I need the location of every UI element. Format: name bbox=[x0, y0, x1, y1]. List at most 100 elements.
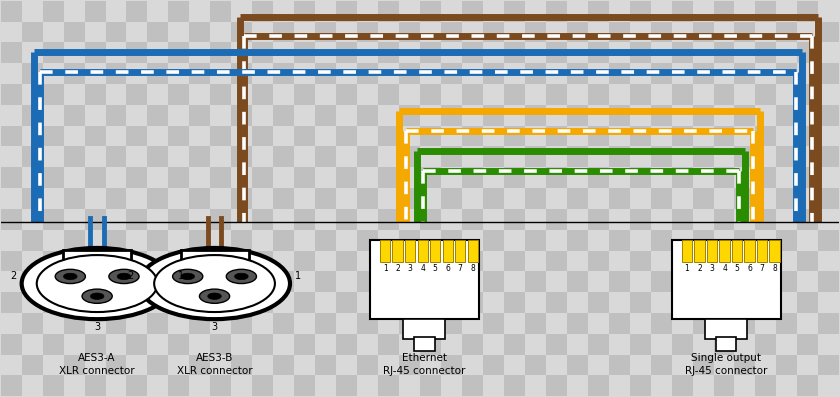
Bar bbox=[430, 240, 440, 262]
Bar bbox=[609, 21, 630, 42]
Bar bbox=[1, 251, 22, 272]
Bar bbox=[127, 84, 148, 105]
Bar bbox=[713, 292, 734, 313]
Bar bbox=[336, 251, 357, 272]
Circle shape bbox=[155, 255, 275, 312]
Bar bbox=[588, 334, 609, 355]
Bar bbox=[651, 105, 672, 125]
Bar bbox=[630, 84, 651, 105]
Bar bbox=[1, 209, 22, 230]
Bar bbox=[315, 105, 336, 125]
Bar bbox=[682, 240, 692, 262]
Bar bbox=[504, 84, 525, 105]
Bar bbox=[378, 167, 399, 188]
Bar bbox=[706, 319, 747, 339]
Bar bbox=[64, 230, 85, 251]
Bar bbox=[630, 125, 651, 146]
Bar bbox=[43, 334, 64, 355]
Bar bbox=[315, 272, 336, 292]
Bar bbox=[168, 42, 189, 63]
Bar bbox=[588, 167, 609, 188]
Bar bbox=[672, 292, 692, 313]
Bar bbox=[273, 230, 294, 251]
Bar bbox=[672, 42, 692, 63]
Bar bbox=[776, 313, 797, 334]
Bar bbox=[210, 251, 231, 272]
Bar bbox=[399, 63, 420, 84]
Bar bbox=[818, 63, 839, 84]
Bar bbox=[106, 21, 127, 42]
Bar bbox=[357, 105, 378, 125]
Bar bbox=[127, 292, 148, 313]
Bar bbox=[443, 240, 453, 262]
Bar bbox=[231, 105, 252, 125]
Bar bbox=[336, 292, 357, 313]
Bar bbox=[504, 376, 525, 396]
Bar bbox=[692, 313, 713, 334]
Bar bbox=[189, 272, 210, 292]
Circle shape bbox=[172, 269, 202, 283]
Bar bbox=[483, 272, 504, 292]
Bar bbox=[504, 1, 525, 21]
Bar bbox=[525, 272, 546, 292]
Bar bbox=[294, 42, 315, 63]
Bar bbox=[210, 125, 231, 146]
Bar bbox=[273, 146, 294, 167]
Bar bbox=[776, 272, 797, 292]
Bar bbox=[692, 272, 713, 292]
Text: 1: 1 bbox=[685, 264, 690, 274]
Bar bbox=[22, 355, 43, 376]
Bar bbox=[22, 272, 43, 292]
Bar bbox=[713, 1, 734, 21]
Bar bbox=[399, 313, 420, 334]
Bar bbox=[651, 63, 672, 84]
Bar bbox=[420, 167, 441, 188]
Circle shape bbox=[55, 269, 86, 283]
Text: 1: 1 bbox=[383, 264, 387, 274]
Text: 2: 2 bbox=[128, 272, 134, 281]
Bar bbox=[692, 355, 713, 376]
Bar bbox=[734, 272, 755, 292]
Bar bbox=[357, 313, 378, 334]
Bar bbox=[462, 292, 483, 313]
Bar bbox=[273, 63, 294, 84]
Bar bbox=[483, 63, 504, 84]
Bar bbox=[525, 63, 546, 84]
Bar bbox=[189, 63, 210, 84]
Circle shape bbox=[37, 255, 158, 312]
Circle shape bbox=[109, 269, 139, 283]
Bar bbox=[294, 1, 315, 21]
Bar bbox=[294, 125, 315, 146]
Bar bbox=[672, 84, 692, 105]
Bar bbox=[588, 376, 609, 396]
Bar bbox=[630, 42, 651, 63]
Bar bbox=[315, 355, 336, 376]
Bar bbox=[127, 376, 148, 396]
Bar bbox=[43, 42, 64, 63]
Bar bbox=[420, 334, 441, 355]
Bar bbox=[231, 313, 252, 334]
Bar bbox=[22, 21, 43, 42]
Bar bbox=[818, 188, 839, 209]
Bar bbox=[672, 251, 692, 272]
Bar bbox=[567, 21, 588, 42]
Bar bbox=[64, 272, 85, 292]
Bar bbox=[483, 105, 504, 125]
Bar bbox=[692, 188, 713, 209]
Bar bbox=[85, 1, 106, 21]
Bar bbox=[273, 105, 294, 125]
Bar bbox=[420, 1, 441, 21]
Bar bbox=[315, 230, 336, 251]
Bar bbox=[252, 376, 273, 396]
Bar bbox=[420, 42, 441, 63]
Text: Ethernet
RJ-45 connector: Ethernet RJ-45 connector bbox=[383, 353, 465, 376]
Bar bbox=[106, 313, 127, 334]
Bar bbox=[294, 84, 315, 105]
Bar bbox=[420, 376, 441, 396]
Bar bbox=[734, 188, 755, 209]
Bar bbox=[1, 1, 22, 21]
Bar bbox=[462, 42, 483, 63]
Bar bbox=[148, 355, 168, 376]
Text: 4: 4 bbox=[420, 264, 425, 274]
Bar bbox=[462, 1, 483, 21]
